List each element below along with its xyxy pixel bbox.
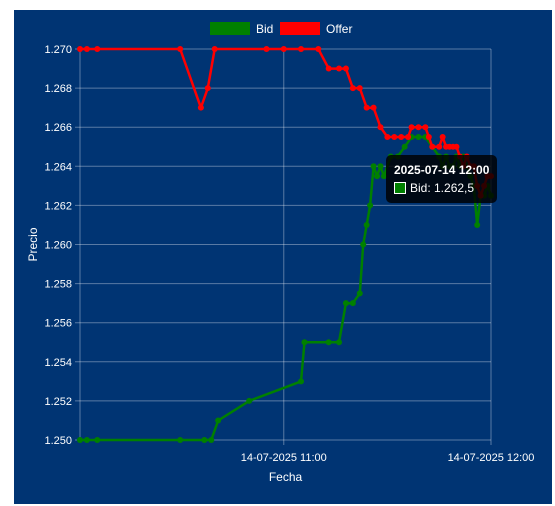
offer-data-point bbox=[83, 46, 90, 52]
bid-data-point bbox=[380, 173, 387, 180]
offer-data-point bbox=[391, 133, 398, 140]
y-tick-label: 1.262 bbox=[44, 200, 72, 212]
bid-data-point bbox=[377, 163, 384, 170]
bid-data-point bbox=[201, 437, 208, 443]
bid-data-point bbox=[360, 241, 367, 248]
legend-label-bid: Bid bbox=[256, 22, 273, 36]
legend-swatch-bid bbox=[210, 22, 250, 35]
chart-tooltip: 2025-07-14 12:00 Bid: 1.262,5 bbox=[386, 154, 498, 203]
bid-data-point bbox=[177, 437, 184, 443]
offer-data-point bbox=[342, 65, 349, 72]
x-tick-label: 14-07-2025 11:00 bbox=[241, 452, 327, 464]
offer-data-point bbox=[384, 133, 391, 140]
y-tick-label: 1.260 bbox=[44, 240, 72, 252]
offer-data-point bbox=[370, 104, 377, 111]
offer-data-point bbox=[439, 133, 446, 140]
offer-data-point bbox=[315, 46, 322, 52]
bid-data-point bbox=[77, 437, 83, 443]
bid-data-point bbox=[349, 300, 356, 307]
bid-data-point bbox=[94, 437, 101, 443]
offer-data-point bbox=[408, 124, 415, 131]
offer-data-point bbox=[211, 46, 218, 52]
tooltip-label: Bid: 1.262,5 bbox=[410, 180, 475, 195]
offer-data-point bbox=[453, 143, 460, 150]
offer-data-point bbox=[298, 46, 305, 52]
y-tick-label: 1.252 bbox=[44, 396, 72, 408]
bid-data-point bbox=[367, 202, 374, 209]
offer-data-point bbox=[425, 133, 432, 140]
offer-data-point bbox=[422, 124, 429, 131]
bid-data-point bbox=[401, 143, 408, 150]
tooltip-row: Bid: 1.262,5 bbox=[394, 179, 489, 197]
offer-data-point bbox=[177, 46, 184, 52]
offer-data-point bbox=[280, 46, 287, 52]
bid-data-point bbox=[298, 378, 305, 385]
offer-data-point bbox=[349, 85, 356, 92]
tooltip-swatch bbox=[394, 181, 406, 194]
y-tick-label: 1.258 bbox=[44, 279, 72, 291]
y-axis-title: Precio bbox=[26, 227, 40, 261]
legend-swatch-offer bbox=[280, 22, 320, 35]
bid-data-point bbox=[474, 221, 481, 228]
bid-data-point bbox=[215, 417, 222, 424]
bid-data-point bbox=[415, 133, 422, 140]
y-tick-label: 1.250 bbox=[44, 435, 72, 447]
bid-data-point bbox=[370, 163, 377, 170]
offer-data-point bbox=[336, 65, 343, 72]
chart-frame bbox=[6, 2, 552, 504]
bid-data-point bbox=[301, 339, 308, 346]
x-axis-title: Fecha bbox=[269, 470, 303, 484]
offer-data-point bbox=[77, 46, 83, 52]
offer-data-point bbox=[197, 104, 204, 111]
bid-data-point bbox=[356, 290, 363, 297]
offer-data-point bbox=[377, 124, 384, 131]
chart-panel bbox=[14, 10, 552, 504]
bid-data-point bbox=[342, 300, 349, 307]
offer-data-point bbox=[436, 143, 443, 150]
offer-data-point bbox=[429, 143, 436, 150]
bid-data-point bbox=[374, 173, 381, 180]
bid-data-point bbox=[208, 437, 215, 443]
bid-data-point bbox=[336, 339, 343, 346]
bid-data-point bbox=[325, 339, 332, 346]
offer-data-point bbox=[325, 65, 332, 72]
bid-data-point bbox=[246, 397, 253, 404]
offer-data-point bbox=[263, 46, 270, 52]
y-tick-label: 1.266 bbox=[44, 122, 72, 134]
offer-data-point bbox=[363, 104, 370, 111]
y-tick-label: 1.256 bbox=[44, 318, 72, 330]
legend-label-offer: Offer bbox=[326, 22, 352, 36]
offer-data-point bbox=[356, 85, 363, 92]
offer-data-point bbox=[415, 124, 422, 131]
offer-data-point bbox=[94, 46, 101, 52]
x-tick-label: 14-07-2025 12:00 bbox=[448, 452, 535, 464]
bid-data-point bbox=[363, 221, 370, 228]
offer-data-point bbox=[398, 133, 405, 140]
y-tick-label: 1.254 bbox=[44, 357, 72, 369]
y-tick-label: 1.268 bbox=[44, 83, 72, 95]
tooltip-title: 2025-07-14 12:00 bbox=[394, 162, 490, 177]
y-tick-label: 1.264 bbox=[44, 161, 72, 173]
y-tick-label: 1.270 bbox=[44, 44, 72, 56]
offer-data-point bbox=[405, 133, 412, 140]
offer-data-point bbox=[204, 85, 211, 92]
bid-data-point bbox=[83, 437, 90, 443]
